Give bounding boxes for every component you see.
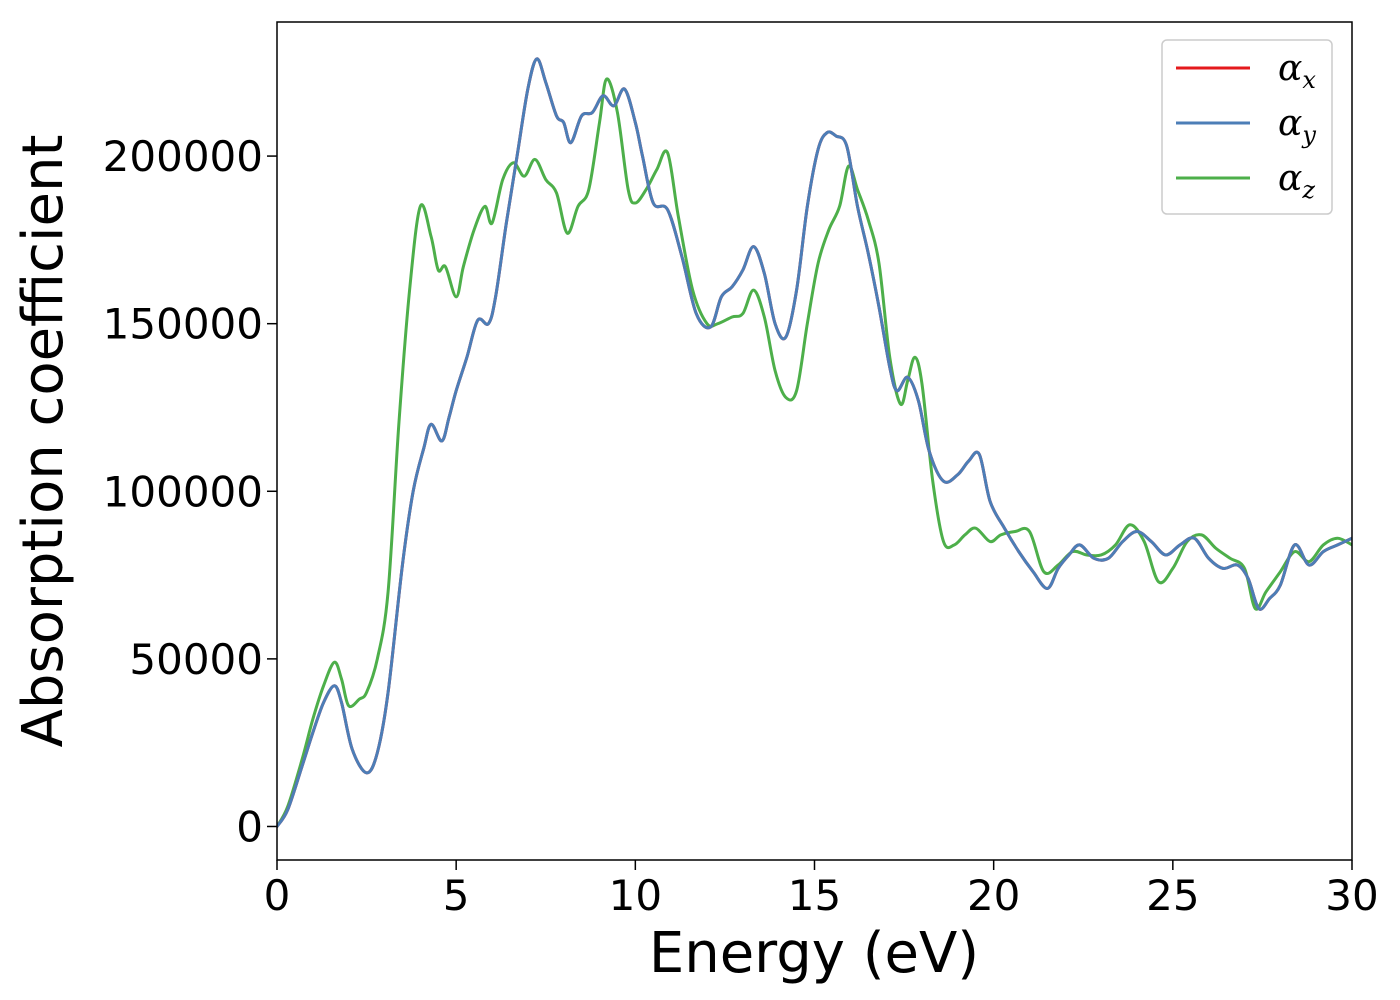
y-tick-label: 100000: [103, 467, 263, 516]
y-axis-label: Absorption coefficient: [11, 135, 76, 748]
x-axis-label: Energy (eV): [649, 921, 979, 986]
legend-box: [1161, 39, 1333, 215]
legend-label-base: α: [1278, 158, 1302, 199]
x-tick-label: 25: [1146, 871, 1199, 920]
x-tick-label: 30: [1325, 871, 1378, 920]
series-line-y: [277, 57, 1352, 828]
legend-label-y: αy: [1278, 103, 1316, 149]
y-tick-label: 0: [236, 802, 263, 851]
legend-label-base: α: [1278, 48, 1302, 89]
legend-label-subscript: z: [1301, 176, 1315, 204]
x-tick-label: 15: [788, 871, 841, 920]
series-layer: [277, 57, 1352, 828]
series-line-z: [277, 77, 1352, 828]
x-tick-label: 20: [967, 871, 1020, 920]
y-tick-label: 200000: [103, 132, 263, 181]
legend-label-subscript: y: [1301, 121, 1316, 149]
legend-label-z: αz: [1278, 158, 1315, 204]
y-tick-label: 50000: [129, 635, 263, 684]
x-tick-label: 5: [443, 871, 470, 920]
legend-label-x: αx: [1278, 48, 1316, 94]
x-tick-label: 10: [609, 871, 662, 920]
x-tick-label: 0: [264, 871, 291, 920]
y-axis: 0 50000 100000 150000 200000: [103, 132, 277, 851]
x-axis: 0 5 10 15 20 25 30: [264, 860, 1379, 920]
y-tick-label: 150000: [103, 300, 263, 349]
legend-label-subscript: x: [1302, 66, 1316, 94]
legend-label-base: α: [1278, 103, 1302, 144]
